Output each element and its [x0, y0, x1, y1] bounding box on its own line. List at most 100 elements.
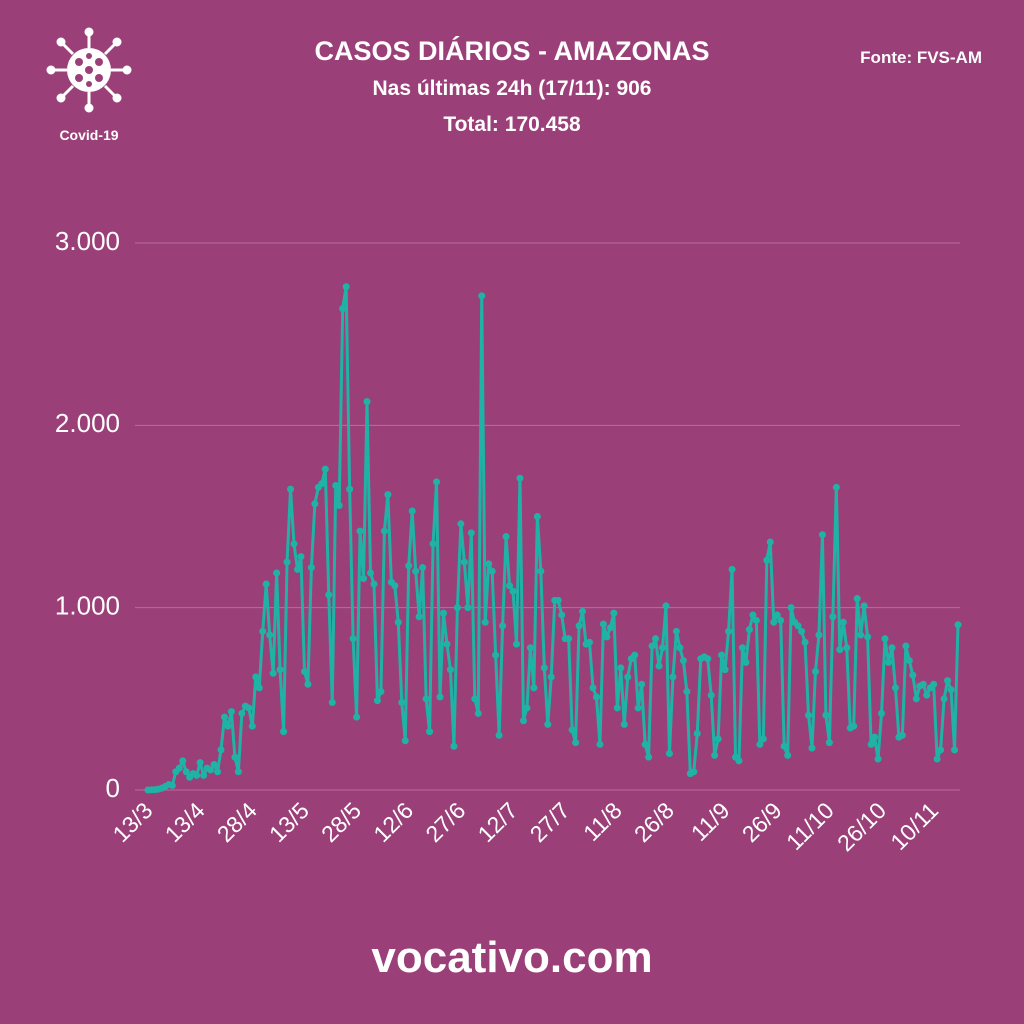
- point: [603, 633, 611, 641]
- point: [641, 740, 649, 748]
- point: [283, 558, 291, 566]
- point: [825, 739, 833, 747]
- point: [766, 538, 774, 546]
- icon-label: Covid-19: [59, 127, 118, 143]
- source: Fonte: FVS-AM: [860, 48, 982, 67]
- point: [346, 485, 354, 493]
- point: [773, 611, 781, 619]
- point: [266, 631, 274, 639]
- point: [453, 604, 461, 612]
- footer: vocativo.com: [371, 933, 652, 982]
- point: [304, 680, 312, 688]
- point: [332, 482, 340, 490]
- point: [335, 502, 343, 510]
- point: [311, 500, 319, 508]
- point: [255, 684, 263, 692]
- point: [280, 728, 288, 736]
- point: [592, 693, 600, 701]
- x-tick-label: 11/10: [781, 797, 839, 855]
- point: [655, 662, 663, 670]
- point: [300, 667, 308, 675]
- point: [287, 485, 295, 493]
- point: [457, 520, 465, 528]
- point: [815, 631, 823, 639]
- point: [780, 742, 788, 750]
- x-tick-label: 11/8: [578, 797, 627, 846]
- point: [422, 695, 430, 703]
- point: [659, 644, 667, 652]
- point: [506, 582, 514, 590]
- point: [721, 666, 729, 674]
- point: [290, 540, 298, 548]
- point: [200, 771, 208, 779]
- point: [433, 478, 441, 486]
- point: [704, 655, 712, 663]
- point: [481, 618, 489, 626]
- point: [523, 704, 531, 712]
- point: [297, 553, 305, 561]
- point: [415, 613, 423, 621]
- point: [426, 728, 434, 736]
- total: Total: 170.458: [443, 113, 581, 136]
- point: [519, 717, 527, 725]
- point: [912, 695, 920, 703]
- point: [589, 684, 597, 692]
- point: [624, 673, 632, 681]
- point: [533, 513, 541, 520]
- point: [832, 483, 840, 491]
- chart-title: CASOS DIÁRIOS - AMAZONAS: [314, 35, 709, 66]
- point: [940, 695, 948, 703]
- point: [558, 611, 566, 619]
- point: [276, 666, 284, 674]
- point: [492, 651, 500, 659]
- point: [419, 564, 427, 572]
- point: [839, 618, 847, 626]
- point: [579, 607, 587, 615]
- point: [356, 527, 364, 535]
- point: [805, 711, 813, 719]
- covid-icon: [46, 27, 132, 113]
- point: [509, 587, 517, 595]
- point: [586, 638, 594, 646]
- x-tick-label: 13/5: [264, 797, 314, 847]
- point: [231, 753, 239, 761]
- point: [363, 398, 371, 406]
- point: [193, 771, 201, 779]
- point: [273, 569, 281, 577]
- point: [293, 565, 301, 573]
- point: [829, 613, 837, 621]
- point: [380, 527, 388, 535]
- point: [384, 491, 392, 499]
- x-tick-label: 28/5: [316, 797, 366, 847]
- point: [742, 658, 750, 666]
- point: [248, 722, 256, 730]
- point: [412, 567, 420, 575]
- point: [638, 680, 646, 688]
- point: [944, 677, 952, 685]
- point: [752, 616, 760, 624]
- point: [262, 580, 270, 588]
- point: [707, 691, 715, 699]
- point: [439, 609, 447, 617]
- point: [759, 735, 767, 743]
- point: [373, 697, 381, 705]
- point: [648, 642, 656, 650]
- point: [954, 621, 962, 629]
- point: [853, 595, 861, 603]
- point: [693, 729, 701, 737]
- point: [196, 759, 204, 767]
- x-tick-label: 12/6: [368, 797, 418, 847]
- point: [763, 556, 771, 564]
- point: [464, 604, 472, 612]
- y-tick-label: 3.000: [55, 226, 120, 256]
- point: [683, 688, 691, 696]
- point: [238, 709, 246, 717]
- point: [714, 735, 722, 743]
- point: [321, 465, 329, 473]
- point: [898, 731, 906, 739]
- point: [784, 751, 792, 759]
- point: [850, 722, 858, 730]
- point: [679, 657, 687, 665]
- point: [818, 531, 826, 539]
- point: [179, 757, 187, 765]
